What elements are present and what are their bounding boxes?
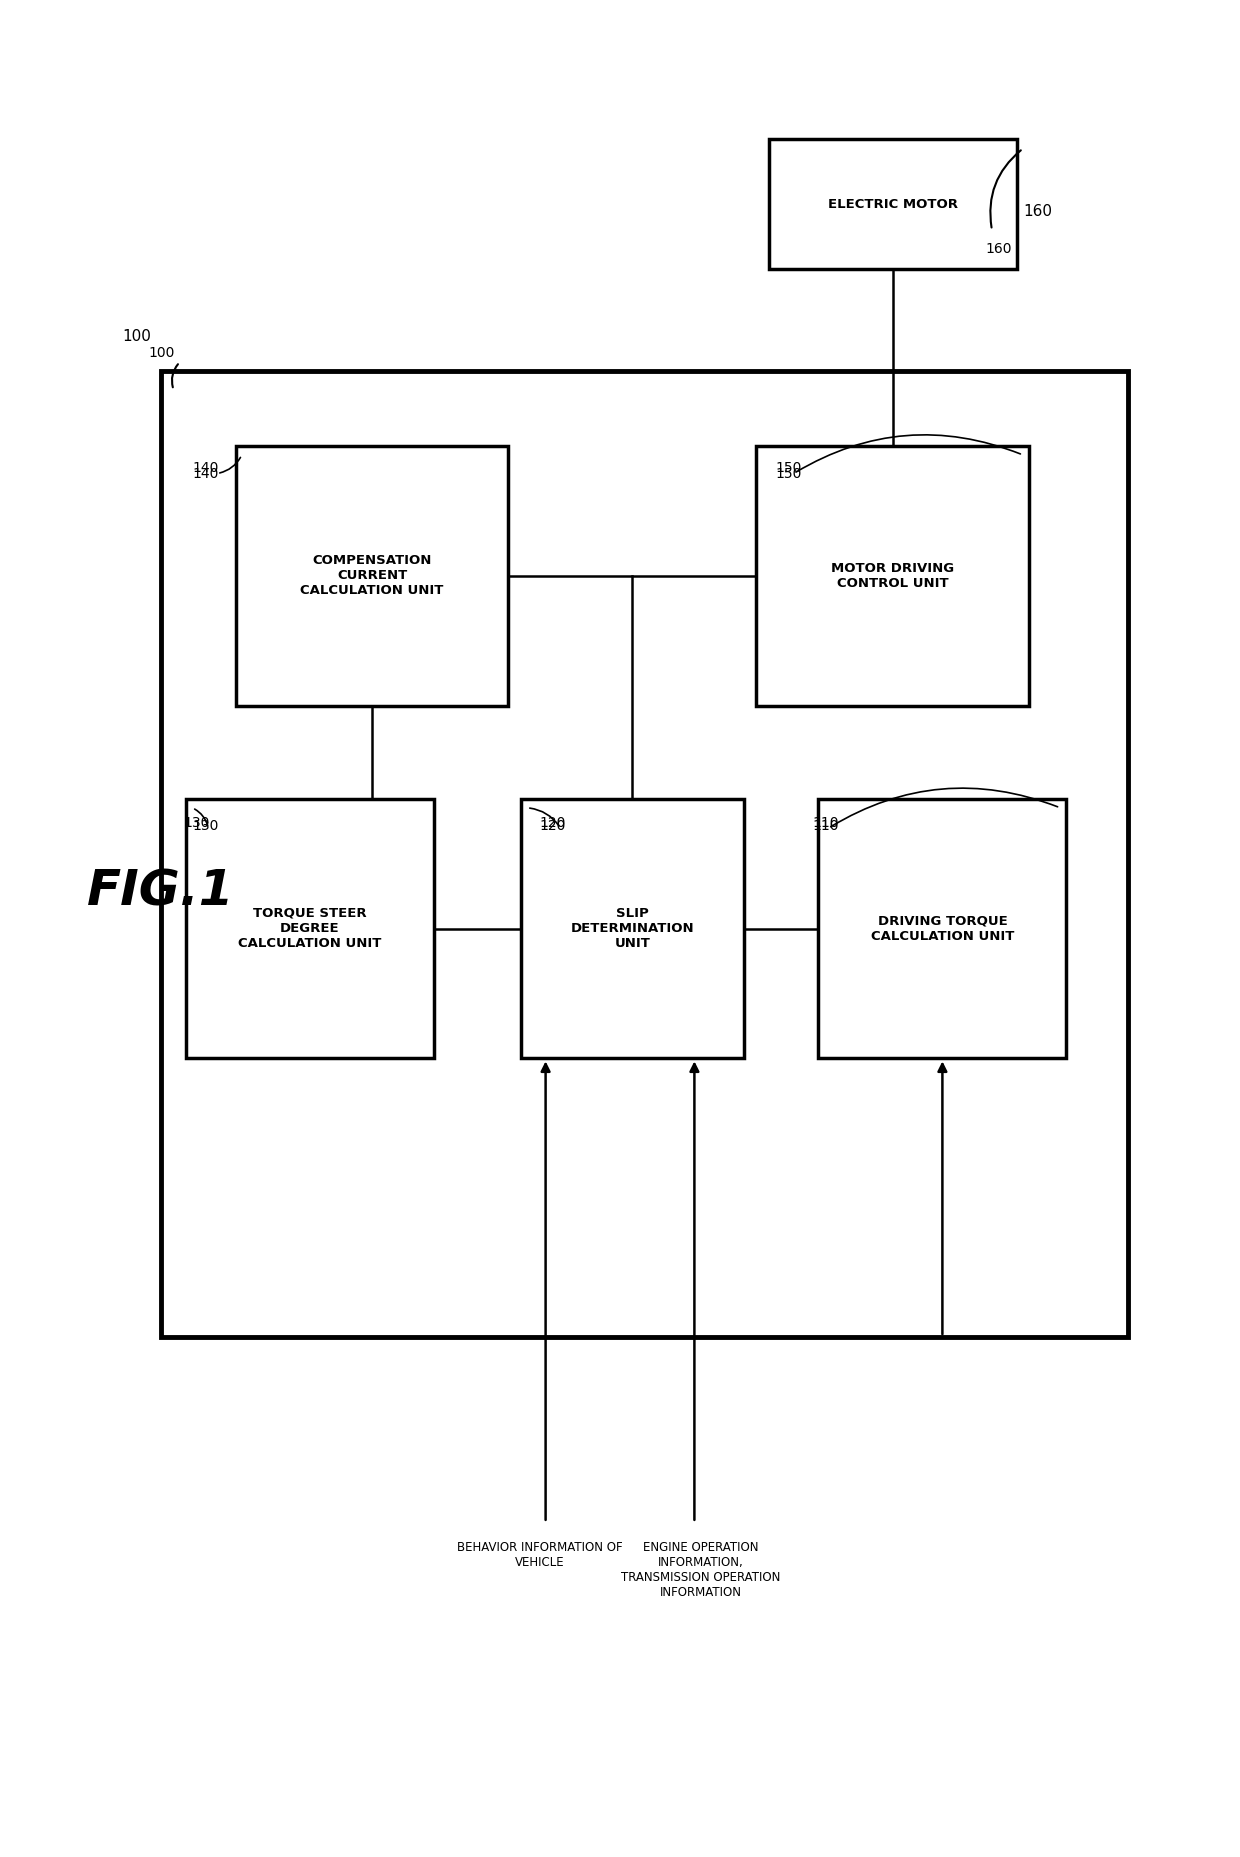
FancyBboxPatch shape — [756, 446, 1029, 706]
FancyBboxPatch shape — [161, 371, 1128, 1337]
Text: 140: 140 — [192, 466, 218, 481]
Text: FIG.1: FIG.1 — [87, 867, 234, 916]
Text: TORQUE STEER
DEGREE
CALCULATION UNIT: TORQUE STEER DEGREE CALCULATION UNIT — [238, 906, 382, 951]
Text: 150: 150 — [775, 466, 801, 481]
FancyBboxPatch shape — [236, 446, 508, 706]
Text: SLIP
DETERMINATION
UNIT: SLIP DETERMINATION UNIT — [570, 906, 694, 951]
Text: 110: 110 — [812, 815, 838, 830]
Text: ENGINE OPERATION
INFORMATION,
TRANSMISSION OPERATION
INFORMATION: ENGINE OPERATION INFORMATION, TRANSMISSI… — [621, 1541, 780, 1599]
Text: 150: 150 — [775, 461, 801, 475]
FancyBboxPatch shape — [818, 799, 1066, 1058]
FancyBboxPatch shape — [186, 799, 434, 1058]
Text: 120: 120 — [539, 819, 565, 834]
Text: 160: 160 — [1023, 204, 1052, 219]
Text: 100: 100 — [122, 329, 151, 344]
Text: 110: 110 — [812, 819, 838, 834]
Text: MOTOR DRIVING
CONTROL UNIT: MOTOR DRIVING CONTROL UNIT — [831, 561, 955, 591]
Text: 140: 140 — [192, 461, 218, 475]
Text: 100: 100 — [149, 345, 175, 360]
Text: 160: 160 — [986, 241, 1012, 256]
Text: BEHAVIOR INFORMATION OF
VEHICLE: BEHAVIOR INFORMATION OF VEHICLE — [456, 1541, 622, 1569]
Text: ELECTRIC MOTOR: ELECTRIC MOTOR — [828, 197, 957, 212]
Text: COMPENSATION
CURRENT
CALCULATION UNIT: COMPENSATION CURRENT CALCULATION UNIT — [300, 553, 444, 598]
Text: 120: 120 — [539, 815, 565, 830]
Text: 130: 130 — [184, 815, 210, 830]
Text: DRIVING TORQUE
CALCULATION UNIT: DRIVING TORQUE CALCULATION UNIT — [870, 914, 1014, 943]
FancyBboxPatch shape — [769, 139, 1017, 269]
Text: 130: 130 — [192, 819, 218, 834]
FancyBboxPatch shape — [521, 799, 744, 1058]
